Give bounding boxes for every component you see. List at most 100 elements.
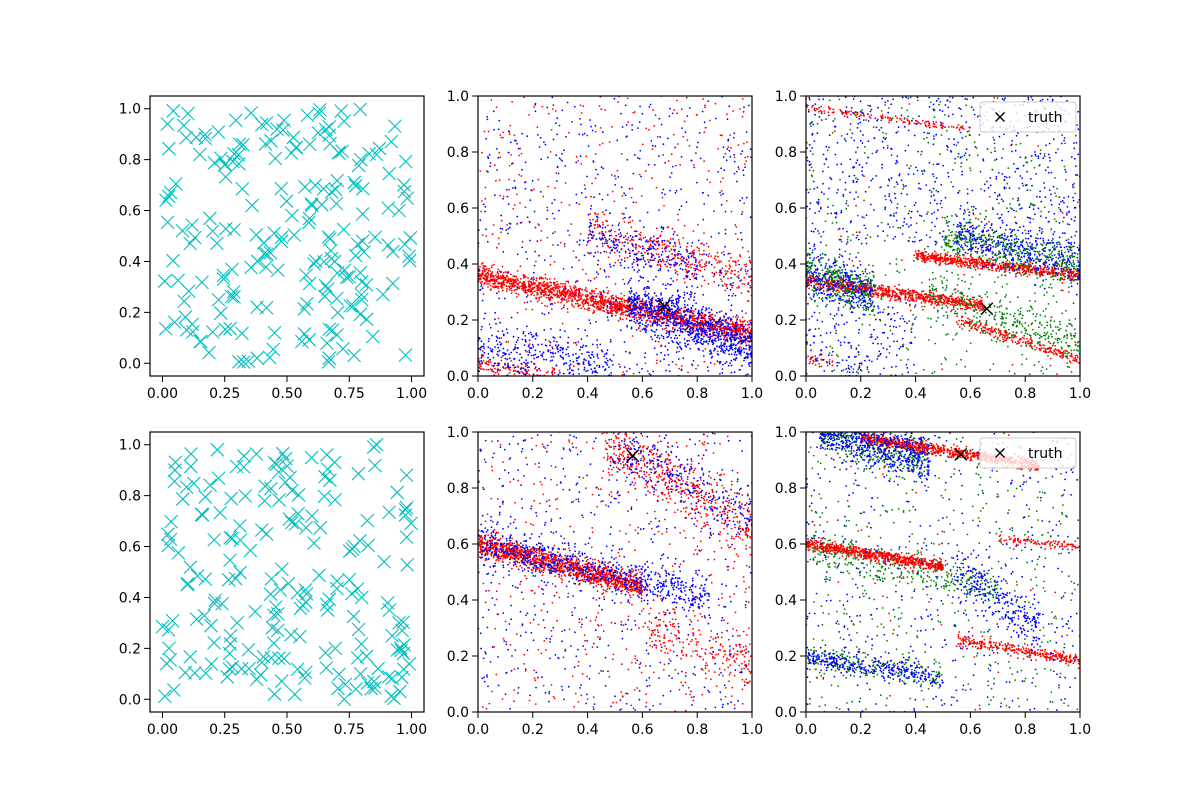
- y-tick-label: 0.8: [775, 145, 797, 161]
- scatter-point: [346, 609, 361, 624]
- axes-frame: [805, 95, 1081, 377]
- scatter-point: [299, 268, 314, 283]
- y-tick-label: 0.2: [119, 641, 141, 657]
- y-tick-label: 0.0: [775, 705, 797, 721]
- y-tick-label: 1.0: [119, 438, 141, 454]
- scatter-point: [353, 666, 368, 681]
- scatter-point: [398, 502, 413, 517]
- scatter-point: [288, 687, 302, 702]
- scatter-point: [242, 661, 256, 676]
- scatter-point: [264, 481, 278, 496]
- y-tick-label: 0.4: [775, 257, 797, 273]
- y-tick-label: 0.2: [447, 649, 469, 665]
- subplot-r1c2: 0.0 0.2 0.4 0.6 0.8 1.0 0.0 0.2 0.4 0.6 0.8 1.0: [447, 89, 763, 402]
- scatter-point: [258, 137, 273, 151]
- scatter-point: [254, 523, 269, 537]
- plot-area: [157, 102, 418, 370]
- x-tick-label: 0.50: [271, 386, 302, 402]
- scatter-point: [284, 515, 299, 530]
- scatter-point: [392, 616, 406, 630]
- scatter-point: [168, 177, 183, 191]
- scatter-point: [213, 505, 228, 520]
- scatter-point: [313, 520, 328, 535]
- subplot-r2c1: 0.00 0.25 0.50 0.75 1.00 0.0 0.2 0.4 0.6 0.8 1.0: [119, 431, 427, 738]
- subplot-r1c3: 0.0 0.2 0.4 0.6 0.8 1.0 0.0 0.2 0.4 0.6 0.8 1.0 trut…: [775, 89, 1091, 402]
- scatter-point: [390, 485, 405, 500]
- scatter-point: [214, 306, 228, 321]
- scatter-point: [368, 458, 382, 473]
- x-tick-label: 0.00: [147, 386, 178, 402]
- scatter-point: [225, 531, 240, 546]
- scatter-point: [183, 459, 198, 474]
- scatter-point: [397, 237, 412, 252]
- scatter-point: [208, 593, 223, 608]
- scatter-point: [298, 583, 313, 597]
- scatter-point: [320, 282, 335, 296]
- scatter-point: [381, 238, 396, 252]
- scatter-point: [263, 587, 278, 602]
- scatter-point: [207, 532, 222, 547]
- plot-area: [155, 437, 418, 707]
- scatter-point: [367, 674, 381, 689]
- scatter-point: [178, 665, 193, 680]
- scatter-point: [359, 278, 374, 292]
- scatter-series-points: [806, 96, 1080, 376]
- scatter-point: [205, 224, 220, 239]
- scatter-point: [162, 641, 176, 656]
- y-tick-label: 0.2: [775, 649, 797, 665]
- x-tick-label: 0.2: [522, 386, 544, 402]
- scatter-point: [353, 102, 368, 117]
- scatter-point: [218, 157, 233, 172]
- scatter-point: [220, 669, 235, 684]
- scatter-point: [328, 492, 343, 507]
- scatter-series-points: [478, 432, 752, 711]
- scatter-point: [286, 130, 301, 145]
- scatter-point: [343, 299, 358, 313]
- scatter-point: [166, 104, 181, 118]
- scatter-point: [328, 641, 343, 656]
- scatter-point: [402, 249, 416, 264]
- scatter-point: [354, 637, 369, 652]
- scatter-point: [186, 476, 201, 491]
- scatter-point: [233, 565, 248, 580]
- plot-area: [806, 432, 1080, 712]
- scatter-point: [179, 480, 194, 495]
- scatter-point: [403, 230, 418, 245]
- x-tick-label: 0.50: [271, 722, 302, 738]
- scatter-point: [332, 146, 346, 160]
- scatter-point: [300, 296, 314, 311]
- scatter-point: [218, 170, 233, 184]
- scatter-point: [345, 542, 360, 557]
- scatter-point: [282, 512, 297, 526]
- y-tick-label: 0.4: [119, 254, 141, 270]
- scatter-point: [267, 608, 281, 622]
- scatter-point: [236, 137, 250, 152]
- scatter-point: [259, 260, 273, 274]
- scatter-point: [321, 354, 336, 369]
- plot-area: [478, 96, 752, 376]
- scatter-point: [229, 459, 244, 474]
- scatter-point: [241, 354, 256, 369]
- scatter-point: [266, 636, 281, 651]
- scatter-point: [321, 230, 336, 244]
- scatter-point: [162, 141, 176, 156]
- scatter-point: [320, 462, 335, 477]
- y-tick-label: 1.0: [447, 89, 469, 105]
- x-tick-label: 1.0: [741, 722, 763, 738]
- scatter-point: [274, 181, 289, 196]
- scatter-point: [274, 234, 289, 249]
- scatter-point: [250, 351, 264, 366]
- scatter-point: [238, 489, 253, 503]
- scatter-series-points: [478, 96, 752, 376]
- scatter-point: [332, 667, 346, 682]
- legend: truth: [979, 101, 1077, 133]
- x-tick-label: 1.0: [741, 386, 763, 402]
- scatter-point: [250, 300, 264, 315]
- scatter-point: [189, 612, 204, 627]
- scatter-point: [301, 215, 316, 230]
- scatter-point: [284, 627, 298, 642]
- scatter-point: [254, 655, 269, 670]
- scatter-point: [168, 455, 183, 470]
- scatter-point: [394, 643, 409, 658]
